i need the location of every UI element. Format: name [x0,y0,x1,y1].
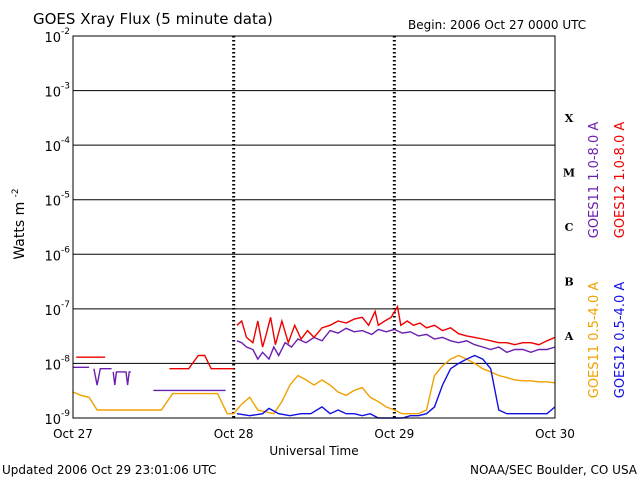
chart-title: GOES Xray Flux (5 minute data) [33,10,273,28]
flare-class-A: A [564,330,574,343]
svg-text:Watts m -2: Watts m -2 [11,188,28,259]
legend-short-wavelength: GOES11 0.5-4.0 A GOES12 0.5-4.0 A [587,282,628,399]
y-tick-label-0: 10-2 [44,27,70,46]
updated-timestamp: Updated 2006 Oct 29 23:01:06 UTC [2,463,216,477]
legend-long-wavelength: GOES11 1.0-8.0 A GOES12 1.0-8.0 A [587,122,628,239]
legend-entry-long-0: GOES11 1.0-8.0 A [587,122,602,239]
series-line-1 [76,304,556,370]
x-tick-label-3: Oct 30 [535,427,575,441]
y-tick-label-6: 10-8 [44,354,70,373]
x-tick-labels: Oct 27 Oct 28 Oct 29 Oct 30 [53,427,575,441]
series-line-0 [73,327,556,392]
y-tick-label-2: 10-4 [44,136,70,155]
begin-label: Begin: 2006 Oct 27 0000 UTC [408,18,586,32]
y-axis-label-exp: -2 [11,188,21,197]
x-axis-label: Universal Time [269,444,358,458]
flare-class-C: C [565,221,574,234]
y-tick-label-1: 10-3 [44,82,70,101]
x-tick-label-1: Oct 28 [214,427,254,441]
flare-class-M: M [563,166,575,179]
credit-text: NOAA/SEC Boulder, CO USA [470,463,638,477]
flare-class-labels: X M C B A [563,112,575,343]
series-layer [72,304,556,419]
flare-class-X: X [565,112,574,125]
series-line-3 [236,354,556,419]
y-tick-label-3: 10-5 [44,191,70,210]
legend-entry-long-1: GOES12 1.0-8.0 A [613,122,628,239]
y-axis-label-main: Watts m [12,202,28,260]
legend-entry-short-0: GOES11 0.5-4.0 A [587,282,602,399]
flare-class-B: B [564,276,573,289]
y-tick-label-7: 10-9 [44,409,70,428]
y-axis-label: Watts m -2 [11,188,28,259]
series-line-2 [72,354,556,415]
y-tick-label-4: 10-6 [44,245,70,264]
legend-entry-short-1: GOES12 0.5-4.0 A [613,282,628,399]
y-tick-label-5: 10-7 [44,300,70,319]
x-tick-label-2: Oct 29 [374,427,414,441]
plot-frame [72,35,556,419]
grid-lines [73,35,555,419]
y-tick-labels: 10-2 10-3 10-4 10-5 10-6 10-7 10-8 10-9 [44,27,70,428]
x-tick-label-0: Oct 27 [53,427,93,441]
